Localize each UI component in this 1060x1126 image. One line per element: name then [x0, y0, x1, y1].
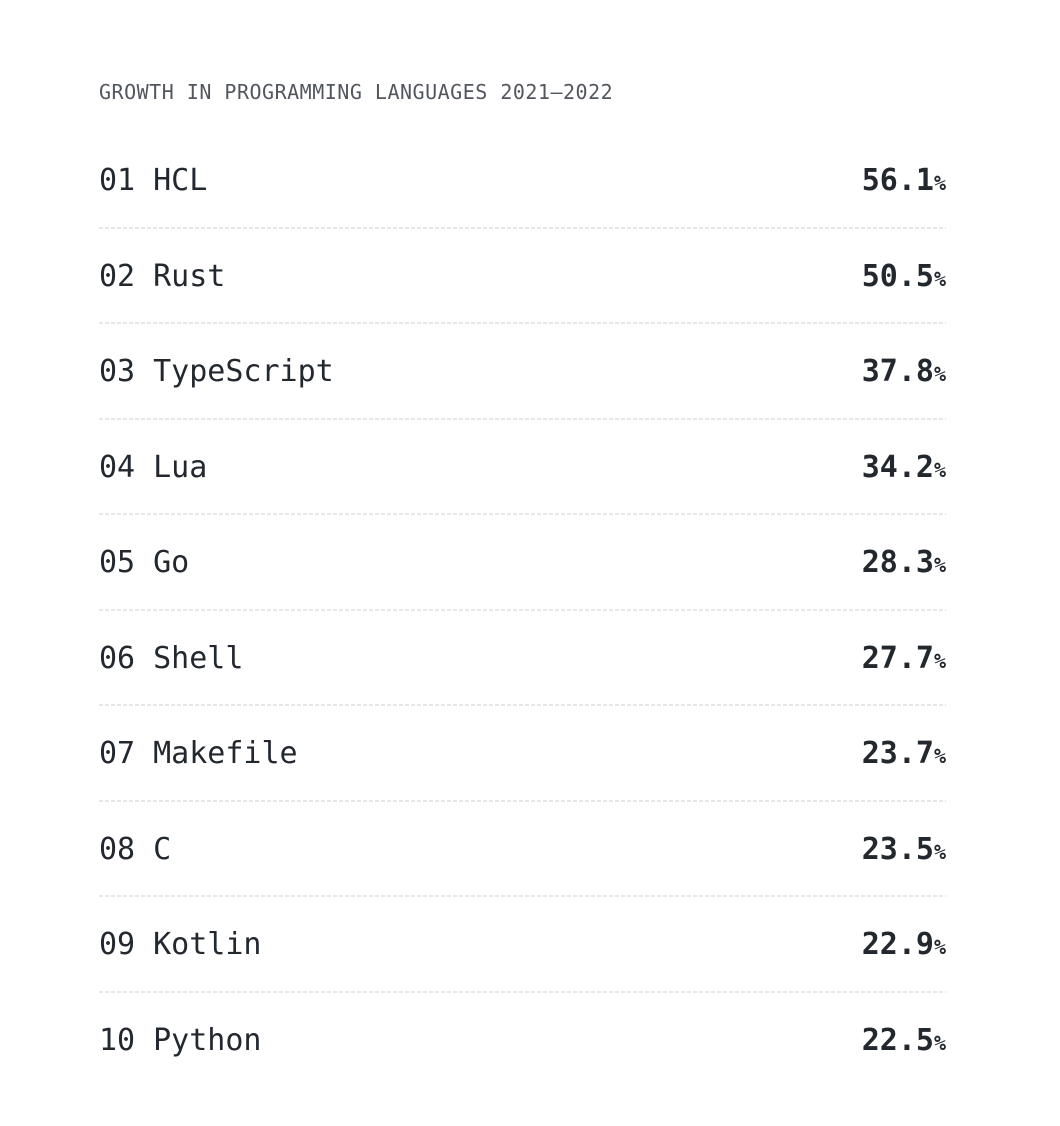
- growth-value: 34.2%: [862, 450, 946, 485]
- value-number: 50.5: [861, 258, 934, 294]
- rank-number: 07: [99, 736, 136, 772]
- language-label: 07 Makefile: [99, 736, 298, 771]
- language-name: C: [153, 831, 172, 867]
- percent-sign: %: [933, 744, 946, 769]
- language-label: 06 Shell: [99, 641, 243, 676]
- growth-ranking-chart: GROWTH IN PROGRAMMING LANGUAGES 2021–202…: [99, 0, 946, 1088]
- value-number: 27.7: [861, 640, 934, 676]
- language-label: 09 Kotlin: [99, 927, 262, 962]
- percent-sign: %: [933, 839, 946, 864]
- percent-sign: %: [933, 171, 946, 196]
- table-row: 03 TypeScript 37.8%: [99, 324, 946, 420]
- chart-title: GROWTH IN PROGRAMMING LANGUAGES 2021–202…: [99, 80, 614, 104]
- language-name: Makefile: [153, 736, 298, 772]
- growth-value: 37.8%: [862, 354, 946, 389]
- value-number: 22.5: [861, 1022, 934, 1058]
- percent-sign: %: [933, 935, 946, 960]
- percent-sign: %: [933, 1030, 946, 1055]
- table-row: 07 Makefile 23.7%: [99, 706, 946, 802]
- language-label: 03 TypeScript: [99, 354, 334, 389]
- language-label: 05 Go: [99, 545, 189, 580]
- value-number: 56.1: [861, 163, 934, 199]
- language-label: 10 Python: [99, 1023, 262, 1058]
- percent-sign: %: [933, 648, 946, 673]
- language-name: Lua: [153, 449, 208, 485]
- growth-value: 22.5%: [862, 1023, 946, 1058]
- growth-value: 28.3%: [862, 545, 946, 580]
- language-name: HCL: [153, 163, 208, 199]
- rank-number: 08: [99, 831, 136, 867]
- percent-sign: %: [933, 553, 946, 578]
- rank-number: 05: [99, 545, 136, 581]
- language-label: 01 HCL: [99, 163, 207, 198]
- growth-value: 50.5%: [862, 259, 946, 294]
- language-name: Shell: [153, 640, 244, 676]
- value-number: 34.2: [861, 449, 934, 485]
- rank-number: 10: [99, 1022, 136, 1058]
- language-label: 02 Rust: [99, 259, 225, 294]
- growth-value: 23.5%: [862, 832, 946, 867]
- table-row: 09 Kotlin 22.9%: [99, 897, 946, 993]
- language-label: 08 C: [99, 832, 171, 867]
- table-row: 08 C 23.5%: [99, 802, 946, 898]
- value-number: 28.3: [861, 545, 934, 581]
- table-row: 10 Python 22.5%: [99, 993, 946, 1089]
- language-name: Kotlin: [153, 927, 262, 963]
- rank-number: 03: [99, 354, 136, 390]
- table-row: 06 Shell 27.7%: [99, 611, 946, 707]
- rank-number: 01: [99, 163, 136, 199]
- growth-value: 27.7%: [862, 641, 946, 676]
- growth-value: 22.9%: [862, 927, 946, 962]
- language-name: Rust: [153, 258, 226, 294]
- growth-value: 23.7%: [862, 736, 946, 771]
- table-row: 04 Lua 34.2%: [99, 420, 946, 516]
- language-name: TypeScript: [153, 354, 334, 390]
- rank-number: 04: [99, 449, 136, 485]
- percent-sign: %: [933, 362, 946, 387]
- table-row: 05 Go 28.3%: [99, 515, 946, 611]
- language-name: Python: [153, 1022, 262, 1058]
- table-row: 02 Rust 50.5%: [99, 229, 946, 325]
- rank-number: 06: [99, 640, 136, 676]
- value-number: 23.5: [861, 831, 934, 867]
- language-label: 04 Lua: [99, 450, 207, 485]
- value-number: 37.8: [861, 354, 934, 390]
- growth-value: 56.1%: [862, 163, 946, 198]
- percent-sign: %: [933, 266, 946, 291]
- percent-sign: %: [933, 457, 946, 482]
- ranking-table: 01 HCL 56.1% 02 Rust 50.5% 03 TypeScript 37…: [99, 133, 946, 1088]
- rank-number: 09: [99, 927, 136, 963]
- value-number: 23.7: [861, 736, 934, 772]
- value-number: 22.9: [861, 927, 934, 963]
- language-name: Go: [153, 545, 190, 581]
- table-row: 01 HCL 56.1%: [99, 133, 946, 229]
- rank-number: 02: [99, 258, 136, 294]
